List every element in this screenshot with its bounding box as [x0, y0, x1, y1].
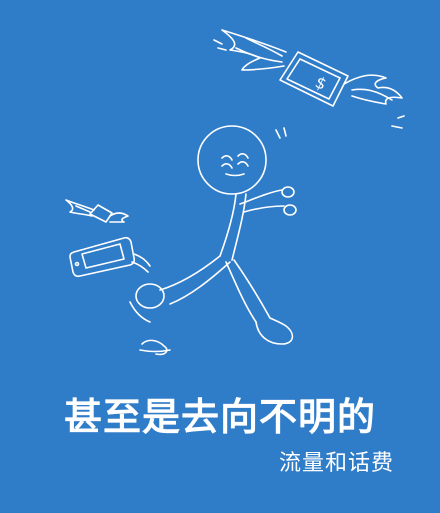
- smartphone-icon: [69, 236, 151, 278]
- subline-text: 流量和话费: [278, 451, 394, 476]
- headline-text: 甚至是去向不明的: [63, 394, 376, 439]
- money-symbol: $: [312, 72, 329, 94]
- flying-money-icon: [213, 29, 405, 129]
- small-flying-money-icon: [65, 199, 129, 223]
- running-stick-figure-icon: [129, 125, 297, 356]
